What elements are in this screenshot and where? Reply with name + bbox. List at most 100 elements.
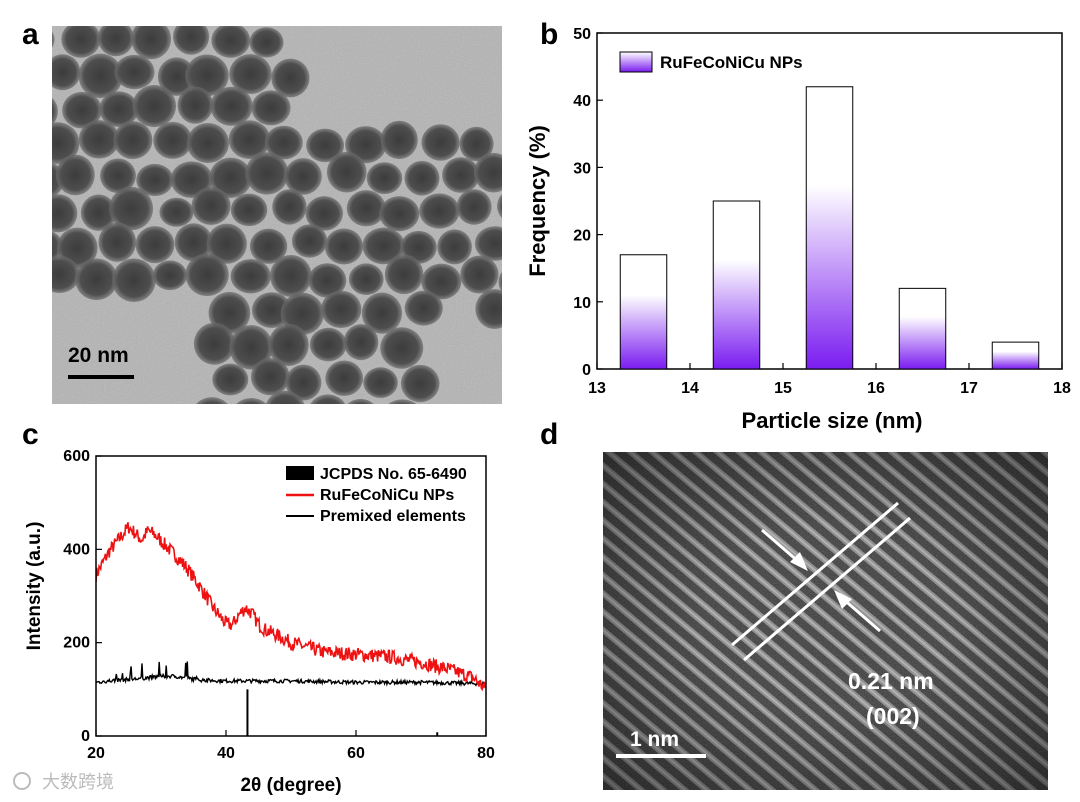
nanoparticle [52, 97, 58, 126]
nanoparticle [460, 255, 499, 294]
nanoparticle [272, 189, 307, 225]
x-axis-title-c: 2θ (degree) [240, 775, 341, 796]
nanoparticle [75, 258, 118, 301]
series-line-nps [96, 522, 486, 692]
nanoparticle [326, 151, 367, 193]
nanoparticle [285, 364, 322, 401]
nanoparticle [109, 186, 154, 231]
nanoparticle [305, 196, 343, 231]
nanoparticle [421, 124, 460, 161]
tem-image [52, 26, 502, 404]
y-tick-label: 0 [81, 728, 90, 745]
y-tick-label: 30 [573, 160, 591, 177]
nanoparticle [157, 57, 196, 96]
d-spacing-label: 0.21 nm [848, 668, 934, 694]
bars [619, 86, 1040, 370]
plot-frame-c [95, 455, 487, 737]
y-tick-label: 50 [573, 26, 591, 43]
legend-label-b: RuFeCoNiCu NPs [660, 53, 803, 72]
nanoparticle [52, 256, 80, 294]
nanoparticle [78, 120, 120, 159]
nanoparticle [230, 193, 268, 227]
nanoparticle [380, 327, 424, 369]
nanoparticle [343, 324, 379, 361]
nanoparticle [362, 227, 405, 265]
x-tick-label: 15 [774, 380, 792, 397]
y-tick-label: 10 [573, 295, 591, 312]
y-ticks: 0 200 400 600 [63, 448, 102, 745]
nanoparticle [135, 226, 175, 264]
x-ticks: 13 14 15 16 17 18 [588, 363, 1071, 397]
nanoparticle [325, 360, 364, 396]
y-tick-label: 400 [63, 541, 90, 558]
nanoparticle [114, 54, 155, 90]
x-tick-label: 17 [960, 380, 978, 397]
lattice-line-2 [743, 516, 911, 662]
nanoparticle [52, 31, 55, 48]
nanoparticle [404, 160, 440, 196]
nanoparticle [309, 327, 347, 362]
nanoparticle [388, 399, 417, 404]
nanoparticle [475, 289, 502, 329]
panel-d: d 0.21 nm (002) 1 nm [540, 418, 1048, 790]
legend-label-nps: RuFeCoNiCu NPs [320, 487, 454, 504]
nanoparticle [62, 91, 102, 129]
legend-c: JCPDS No. 65-6490 RuFeCoNiCu NPs Premixe… [286, 466, 467, 525]
legend-label-jcpds: JCPDS No. 65-6490 [320, 466, 467, 483]
bar [991, 341, 1040, 370]
legend-label-premixed: Premixed elements [320, 508, 466, 525]
reference-sticks [246, 689, 439, 736]
series-line-premixed [96, 661, 486, 688]
nanoparticle [55, 154, 95, 196]
nanoparticle [437, 229, 472, 265]
panel-label-b: b [540, 18, 558, 51]
x-tick-label: 18 [1053, 380, 1071, 397]
nanoparticle [132, 85, 177, 128]
nanoparticle [320, 290, 362, 329]
x-axis-title-b: Particle size (nm) [742, 408, 923, 433]
nanoparticle [345, 126, 387, 164]
nanoparticle [52, 122, 80, 164]
nanoparticle [474, 226, 502, 261]
nanoparticle [348, 263, 384, 296]
nanoparticle [291, 224, 328, 258]
nanoparticle [496, 194, 502, 219]
x-ticks: 20 40 60 80 [87, 730, 495, 762]
nanoparticle [191, 187, 231, 225]
nanoparticle [206, 223, 247, 264]
nanoparticle [52, 194, 78, 233]
panel-label-a: a [22, 18, 39, 51]
nanoparticle [170, 161, 213, 198]
nanoparticle [113, 121, 153, 160]
nanoparticle [245, 152, 289, 195]
spacing-arrows [761, 528, 881, 633]
panel-c: c 0 200 400 600 20 40 60 80 2θ (degree) Intens… [22, 418, 495, 796]
nanoparticle [212, 363, 249, 396]
nanoparticles [52, 26, 502, 404]
plane-label: (002) [866, 703, 920, 729]
nanoparticle [99, 91, 139, 127]
nanoparticle [185, 253, 229, 297]
nanoparticle [236, 398, 267, 404]
x-tick-label: 60 [347, 745, 365, 762]
x-tick-label: 14 [681, 380, 699, 397]
nanoparticle [249, 27, 284, 58]
nanoparticle [78, 53, 123, 99]
nanoparticle [284, 158, 322, 195]
nanoparticle [346, 190, 386, 227]
bar [805, 86, 854, 370]
panel-label-c: c [22, 418, 39, 451]
nanoparticle [498, 271, 502, 292]
panel-a: a 20 nm [22, 18, 502, 404]
hrtem-image [603, 452, 1048, 790]
x-tick-label: 20 [87, 745, 105, 762]
y-axis-title-c: Intensity (a.u.) [24, 522, 45, 651]
legend-swatch-jcpds [286, 466, 314, 480]
lattice-line-1 [731, 501, 899, 647]
x-tick-label: 80 [477, 745, 495, 762]
nanoparticle [380, 120, 418, 160]
nanoparticle [112, 258, 156, 303]
nanoparticle [229, 325, 273, 370]
nanoparticle [310, 394, 346, 404]
